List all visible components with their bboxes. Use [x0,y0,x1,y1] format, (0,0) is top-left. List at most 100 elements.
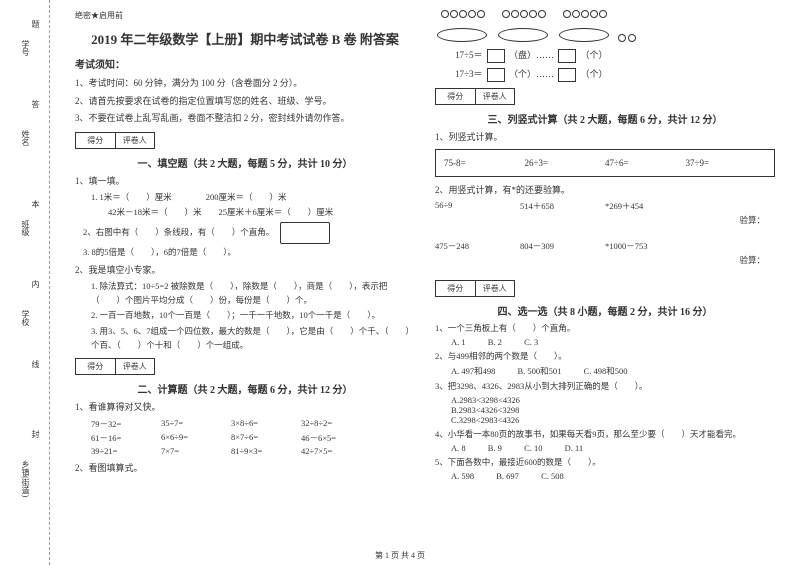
answer-box[interactable] [558,49,576,63]
calc-1-1: 79－32= [91,418,161,430]
equation-1: 17÷5＝ （盘）…… （个） [455,48,775,63]
calc-3-1: 39÷21= [91,446,161,456]
s2-q2-title: 2、看图填算式。 [75,461,415,474]
s1-q2b: 3. 8的5倍是（ ），6的7倍是（ ）。 [83,246,415,260]
q3-opt-a: A.2983<3298<4326 [451,395,775,405]
left-column: 绝密★启用前 2019 年二年级数学【上册】期中考试试卷 B 卷 附答案 考试须… [65,10,425,555]
field-name: 姓名 [20,130,31,146]
calc-3-3: 81÷9×3= [231,446,301,456]
page-footer: 第 1 页 共 4 页 [0,550,800,561]
extra-apples [618,10,636,42]
plate-3 [557,10,612,42]
exam-title: 2019 年二年级数学【上册】期中考试试卷 B 卷 附答案 [75,29,415,48]
q1-opt-b: B. 2 [488,337,502,347]
eq2-left: 17÷3＝ [455,69,482,79]
q2-opt-a: A. 497和498 [451,366,495,376]
apple-plates-row [435,10,775,42]
q3-opt-b: B.2983<4326<3298 [451,405,775,415]
s4-q2: 2、与499相邻的两个数是（ ）。 [435,350,775,362]
check-2: 验算： [435,254,765,266]
q2-opt-b: B. 500和501 [518,366,562,376]
s1-q1-title: 1、填一填。 [75,174,415,187]
vr2-2: 804－309 [520,240,605,252]
equation-2: 17÷3＝ （个）…… （个） [455,67,775,82]
reviewer-label: 评卷人 [116,133,155,148]
seal-char-4: 内 [30,280,41,290]
calc-3-4: 42÷7×5= [301,446,371,456]
s4-q4: 4、小华看一本80页的故事书，如果每天看9页，那么至少要（ ）天才能看完。 [435,428,775,440]
s1-q3-item-1: 1. 除法算式：10÷5=2 被除数是（ ），除数是（ ），商是（ ），表示把（… [91,280,415,307]
q5-opt-b: B. 697 [496,471,519,481]
q4-opt-d: D. 11 [565,443,584,453]
vr1-1: 56÷9 [435,200,520,212]
q3-opt-c: C.3298<2983<4326 [451,415,775,425]
reviewer-label-3: 评卷人 [476,89,515,104]
field-class: 班级 [20,220,31,236]
eq1-left: 17÷5＝ [455,50,482,60]
q4-opt-b: B. 9 [488,443,502,453]
s1-q3-title: 2、我是填空小专家。 [75,263,415,276]
vc-1: 75-8= [444,158,525,168]
plate-2 [496,10,551,42]
score-label-2: 得分 [76,359,116,374]
notice-1: 1、考试时间：60 分钟，满分为 100 分（含卷面分 2 分）。 [75,77,415,91]
check-1: 验算： [435,214,765,226]
calc-2-3: 8×7÷6= [231,432,301,444]
q4-opt-c: C. 10 [524,443,542,453]
answer-box[interactable] [487,49,505,63]
s2-q1-title: 1、看谁算得对又快。 [75,400,415,413]
seal-char-6: 封 [30,430,41,440]
rectangle-shape-icon [280,222,330,244]
notice-title: 考试须知： [75,56,415,71]
calc-2-4: 46－6×5= [301,432,371,444]
score-label: 得分 [76,133,116,148]
s4-q1-opts: A. 1 B. 2 C. 3 [451,337,775,347]
calc-row-1: 79－32= 35÷7= 3×8÷6= 32÷8÷2= [91,417,415,431]
field-school: 学校 [20,310,31,326]
vr2-3: *1000－753 [605,240,690,252]
s3-q1-title: 1、列竖式计算。 [435,130,775,143]
section-1-title: 一、填空题（共 2 大题，每题 5 分，共计 10 分） [75,155,415,170]
seal-char-1: 题 [30,20,41,30]
s4-q2-opts: A. 497和498 B. 500和501 C. 498和500 [451,365,775,377]
s4-q1: 1、一个三角板上有（ ）个直角。 [435,322,775,334]
apple-icon [628,34,636,42]
s1-q3-item-3: 3. 用3、5、6、7组成一个四位数，最大的数是（ ），它是由（ ）个千、（ ）… [91,325,415,352]
field-district: 乡镇(街道) [20,460,31,497]
vert-row-1: 56÷9 514＋658 *269＋454 [435,200,775,212]
s1-q2: 2、右图中有（ ）条线段，有（ ）个直角。 [83,222,415,244]
seal-char-3: 本 [30,200,41,210]
s1-q3-item-2: 2. 一百一百地数，10个一百是（ ）；一千一千地数，10个一千是（ ）。 [91,309,415,323]
s4-q4-opts: A. 8 B. 9 C. 10 D. 11 [451,443,775,453]
s3-q2-title: 2、用竖式计算，有*的还要验算。 [435,183,775,196]
vr1-2: 514＋658 [520,200,605,212]
answer-box[interactable] [558,68,576,82]
field-student-id: 学号 [20,40,31,56]
calc-1-3: 3×8÷6= [231,418,301,430]
reviewer-label-2: 评卷人 [116,359,155,374]
q2-opt-c: C. 498和500 [584,366,628,376]
score-box-4: 得分 评卷人 [435,280,515,297]
eq2-unit1: （个）…… [509,69,554,79]
eq1-unit1: （盘）…… [509,50,554,60]
vert-row-2: 475－248 804－309 *1000－753 [435,240,775,252]
right-column: 17÷5＝ （盘）…… （个） 17÷3＝ （个）…… （个） 得分 评卷人 三… [425,10,785,555]
content-area: 绝密★启用前 2019 年二年级数学【上册】期中考试试卷 B 卷 附答案 考试须… [50,0,800,565]
answer-box[interactable] [487,68,505,82]
notice-3: 3、不要在试卷上乱写乱画，卷面不整洁扣 2 分，密封线外请勿作答。 [75,112,415,126]
exam-page: 学号 姓名 班级 学校 乡镇(街道) 题 答 本 内 线 封 绝密★启用前 20… [0,0,800,565]
binding-margin: 学号 姓名 班级 学校 乡镇(街道) 题 答 本 内 线 封 [0,0,50,565]
s4-q3: 3、把3298、4326、2983从小到大排列正确的是（ ）。 [435,380,775,392]
eq2-unit2: （个） [580,69,607,79]
s4-q5: 5、下面各数中，最接近600的数是（ ）。 [435,456,775,468]
vc-4: 37÷9= [686,158,767,168]
calc-row-2: 61－16= 6×6÷9= 8×7÷6= 46－6×5= [91,431,415,445]
apple-icon [618,34,626,42]
s4-q5-opts: A. 598 B. 697 C. 508 [451,471,775,481]
q4-opt-a: A. 8 [451,443,466,453]
eq1-unit2: （个） [580,50,607,60]
score-label-4: 得分 [436,281,476,296]
seal-char-2: 答 [30,100,41,110]
section-2-title: 二、计算题（共 2 大题，每题 6 分，共计 12 分） [75,381,415,396]
calc-2-2: 6×6÷9= [161,432,231,444]
